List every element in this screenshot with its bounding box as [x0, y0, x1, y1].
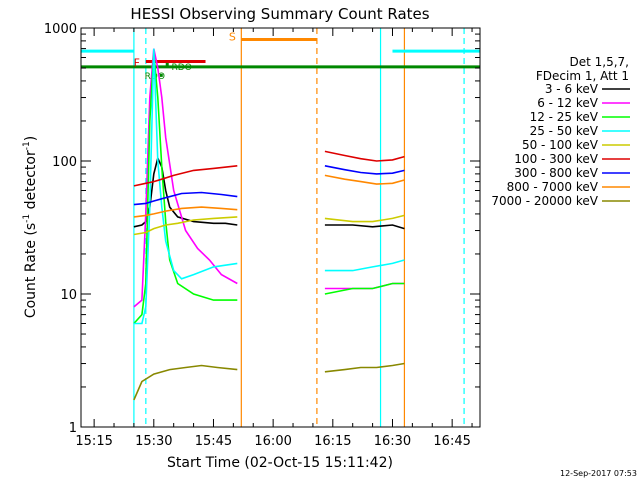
y-tick-label: 100 [52, 155, 77, 170]
y-axis: 1 10 100 1000 [44, 22, 480, 436]
legend-entry-label: 25 - 50 keV [530, 124, 599, 138]
series-line-300-800-kev [133, 191, 238, 206]
series-line-25-50-kev [324, 259, 405, 272]
y-label-sup-1: -1 [22, 214, 32, 223]
x-tick-label: 15:15 [75, 434, 112, 449]
legend-entry-label: 12 - 25 keV [530, 110, 599, 124]
x-tick-label: 16:45 [433, 434, 470, 449]
x-axis-label: Start Time (02-Oct-15 15:11:42) [167, 455, 393, 471]
series-line-25-50-kev [133, 48, 238, 325]
y-axis-label: Count Rate (s-1 detector-1) [22, 136, 39, 318]
legend-header-2: FDecim 1, Att 1 [536, 69, 629, 83]
series-line-12-25-kev [133, 52, 238, 325]
saa-label: S [229, 30, 236, 43]
x-axis: 15:15 15:30 15:45 16:00 16:15 16:30 16:45 [75, 28, 473, 449]
chart-title: HESSI Observing Summary Count Rates [130, 5, 429, 23]
y-label-sup-2: -1 [22, 141, 32, 150]
series-line-7000-20000-kev [324, 362, 405, 373]
y-tick-label: 1 [69, 421, 77, 436]
legend-header-1: Det 1,5,7, [570, 55, 630, 69]
series-line-7000-20000-kev [133, 364, 238, 401]
legend-entry-label: 800 - 7000 keV [507, 180, 599, 194]
rdo-marker [165, 62, 169, 66]
x-tick-label: 15:45 [195, 434, 232, 449]
legend-entry-label: 50 - 100 keV [522, 138, 599, 152]
vertical-markers [133, 28, 465, 427]
series-line-100-300-kev [324, 150, 405, 162]
series-line-6-12-kev [133, 48, 238, 308]
y-tick-label: 10 [60, 288, 77, 303]
y-tick-label: 1000 [44, 22, 77, 37]
generated-timestamp: 12-Sep-2017 07:53 [560, 469, 637, 478]
series-line-12-25-kev [324, 282, 405, 295]
legend-entry-label: 6 - 12 keV [537, 96, 599, 110]
series-line-3-6-kev [324, 224, 405, 230]
flare-label: F [134, 56, 140, 69]
series-line-800-7000-kev [133, 206, 238, 218]
legend-entry-label: 300 - 800 keV [514, 166, 598, 180]
legend-entry-label: 7000 - 20000 keV [491, 194, 598, 208]
plot-frame [80, 27, 481, 428]
x-tick-label: 15:30 [135, 434, 172, 449]
series-line-50-100-kev [133, 216, 238, 236]
series-line-800-7000-kev [324, 174, 405, 185]
x-tick-label: 16:30 [374, 434, 411, 449]
legend-entry-label: 3 - 6 keV [545, 82, 599, 96]
series-line-100-300-kev [133, 165, 238, 187]
series-line-50-100-kev [324, 214, 405, 223]
x-tick-label: 16:00 [254, 434, 291, 449]
legend-entry-label: 100 - 300 keV [514, 152, 598, 166]
x-tick-label: 16:15 [314, 434, 351, 449]
y-label-part-2: detector [23, 150, 39, 214]
y-label-part-3: ) [23, 136, 39, 141]
series-lines [133, 48, 405, 401]
series-line-300-800-kev [324, 165, 405, 175]
rdo-label: RDO [172, 63, 192, 73]
rdo-marker [159, 73, 163, 77]
y-label-part-1: Count Rate (s [23, 223, 39, 318]
